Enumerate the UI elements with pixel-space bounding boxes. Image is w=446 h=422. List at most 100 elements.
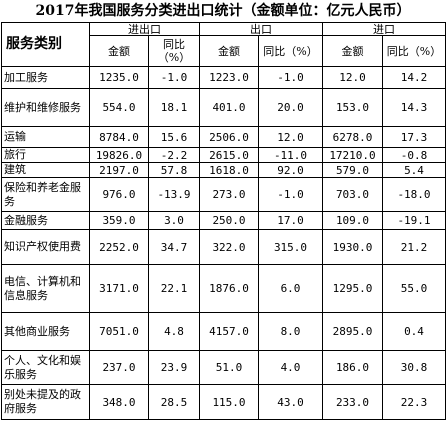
yoy-header: 同比（%） bbox=[382, 35, 446, 67]
yoy-cell: -19.1 bbox=[382, 211, 446, 230]
yoy-cell: 17.3 bbox=[382, 126, 446, 148]
yoy-header: 同比（%） bbox=[258, 35, 323, 67]
amount-cell: 12.0 bbox=[322, 66, 383, 89]
yoy-cell: 12.0 bbox=[258, 126, 323, 148]
amount-cell: 976.0 bbox=[89, 177, 149, 212]
amount-cell: 1223.0 bbox=[199, 66, 259, 89]
yoy-cell: 28.5 bbox=[148, 384, 200, 420]
yoy-cell: -11.0 bbox=[258, 147, 323, 163]
amount-cell: 19826.0 bbox=[89, 147, 149, 163]
amount-cell: 322.0 bbox=[199, 229, 259, 265]
amount-cell: 109.0 bbox=[322, 211, 383, 230]
table-body: 加工服务 1235.0 -1.0 1223.0 -1.0 12.0 14.2 维护和维修服务 5… bbox=[1, 66, 446, 420]
yoy-cell: 55.0 bbox=[382, 264, 446, 313]
amount-cell: 17210.0 bbox=[322, 147, 383, 163]
amount-cell: 2197.0 bbox=[89, 162, 149, 178]
yoy-cell: 6.0 bbox=[258, 264, 323, 313]
amount-cell: 237.0 bbox=[89, 350, 149, 385]
amount-cell: 1930.0 bbox=[322, 229, 383, 265]
table-row: 其他商业服务 7051.0 4.8 4157.0 8.0 2895.0 0.4 bbox=[1, 312, 446, 351]
amount-cell: 2252.0 bbox=[89, 229, 149, 265]
amount-cell: 233.0 bbox=[322, 384, 383, 420]
yoy-cell: -0.8 bbox=[382, 147, 446, 163]
yoy-cell: 14.2 bbox=[382, 66, 446, 89]
group-header-export: 出口 bbox=[199, 22, 323, 36]
header-row-groups: 服务类别 进出口 出口 进口 bbox=[1, 22, 446, 67]
yoy-cell: -2.2 bbox=[148, 147, 200, 163]
amount-cell: 1876.0 bbox=[199, 264, 259, 313]
amount-header: 金额 bbox=[89, 35, 149, 67]
yoy-cell: 8.0 bbox=[258, 312, 323, 351]
table-row: 别处未提及的政府服务 348.0 28.5 115.0 43.0 233.0 22.3 bbox=[1, 384, 446, 420]
amount-cell: 4157.0 bbox=[199, 312, 259, 351]
yoy-cell: 57.8 bbox=[148, 162, 200, 178]
yoy-cell: 3.0 bbox=[148, 211, 200, 230]
amount-cell: 51.0 bbox=[199, 350, 259, 385]
row-category: 金融服务 bbox=[1, 211, 90, 230]
header-row-columns: 金额 同比（%） 金额 同比（%） 金额 同比（%） bbox=[2, 35, 446, 67]
group-header-import: 进口 bbox=[322, 22, 446, 36]
category-header: 服务类别 bbox=[1, 22, 90, 67]
yoy-cell: 20.0 bbox=[258, 88, 323, 127]
yoy-cell: 15.6 bbox=[148, 126, 200, 148]
amount-cell: 554.0 bbox=[89, 88, 149, 127]
table-row: 知识产权使用费 2252.0 34.7 322.0 315.0 1930.0 21.2 bbox=[1, 229, 446, 265]
yoy-cell: 17.0 bbox=[258, 211, 323, 230]
amount-cell: 1235.0 bbox=[89, 66, 149, 89]
yoy-cell: 0.4 bbox=[382, 312, 446, 351]
yoy-cell: 92.0 bbox=[258, 162, 323, 178]
table-row: 保险和养老金服务 976.0 -13.9 273.0 -1.0 703.0 -18.0 bbox=[1, 177, 446, 212]
row-category: 别处未提及的政府服务 bbox=[1, 384, 90, 420]
row-category: 加工服务 bbox=[1, 66, 90, 89]
amount-cell: 1618.0 bbox=[199, 162, 259, 178]
yoy-cell: 23.9 bbox=[148, 350, 200, 385]
table-row: 个人、文化和娱乐服务 237.0 23.9 51.0 4.0 186.0 30.8 bbox=[1, 350, 446, 385]
amount-header: 金额 bbox=[322, 35, 383, 67]
yoy-cell: -1.0 bbox=[258, 177, 323, 212]
amount-cell: 8784.0 bbox=[89, 126, 149, 148]
amount-cell: 250.0 bbox=[199, 211, 259, 230]
row-category: 其他商业服务 bbox=[1, 312, 90, 351]
table-row: 电信、计算机和信息服务 3171.0 22.1 1876.0 6.0 1295.0 55.0 bbox=[1, 264, 446, 313]
yoy-cell: 22.3 bbox=[382, 384, 446, 420]
amount-cell: 115.0 bbox=[199, 384, 259, 420]
yoy-cell: 4.0 bbox=[258, 350, 323, 385]
table-row: 运输 8784.0 15.6 2506.0 12.0 6278.0 17.3 bbox=[1, 126, 446, 148]
amount-cell: 401.0 bbox=[199, 88, 259, 127]
amount-cell: 6278.0 bbox=[322, 126, 383, 148]
table-row: 金融服务 359.0 3.0 250.0 17.0 109.0 -19.1 bbox=[1, 211, 446, 230]
row-category: 维护和维修服务 bbox=[1, 88, 90, 127]
yoy-cell: -1.0 bbox=[148, 66, 200, 89]
row-category: 运输 bbox=[1, 126, 90, 148]
yoy-cell: 30.8 bbox=[382, 350, 446, 385]
amount-cell: 2895.0 bbox=[322, 312, 383, 351]
yoy-cell: -1.0 bbox=[258, 66, 323, 89]
amount-cell: 579.0 bbox=[322, 162, 383, 178]
yoy-cell: 18.1 bbox=[148, 88, 200, 127]
table-row: 加工服务 1235.0 -1.0 1223.0 -1.0 12.0 14.2 bbox=[1, 66, 446, 89]
amount-cell: 359.0 bbox=[89, 211, 149, 230]
amount-cell: 3171.0 bbox=[89, 264, 149, 313]
yoy-cell: 43.0 bbox=[258, 384, 323, 420]
yoy-cell: 4.8 bbox=[148, 312, 200, 351]
amount-cell: 273.0 bbox=[199, 177, 259, 212]
amount-cell: 348.0 bbox=[89, 384, 149, 420]
row-category: 个人、文化和娱乐服务 bbox=[1, 350, 90, 385]
trade-table: 服务类别 进出口 出口 进口 金额 同比（%） 金额 同比（%） 金额 同比（%… bbox=[1, 22, 446, 420]
table-row: 维护和维修服务 554.0 18.1 401.0 20.0 153.0 14.3 bbox=[1, 88, 446, 127]
table-title: 2017年我国服务分类进出口统计（金额单位：亿元人民币） bbox=[35, 3, 411, 19]
table-row: 旅行 19826.0 -2.2 2615.0 -11.0 17210.0 -0.8 bbox=[1, 147, 446, 163]
yoy-cell: 22.1 bbox=[148, 264, 200, 313]
amount-cell: 153.0 bbox=[322, 88, 383, 127]
yoy-cell: 34.7 bbox=[148, 229, 200, 265]
yoy-cell: -13.9 bbox=[148, 177, 200, 212]
yoy-cell: 315.0 bbox=[258, 229, 323, 265]
row-category: 旅行 bbox=[1, 147, 90, 163]
yoy-cell: -18.0 bbox=[382, 177, 446, 212]
amount-header: 金额 bbox=[199, 35, 259, 67]
table-row: 建筑 2197.0 57.8 1618.0 92.0 579.0 5.4 bbox=[1, 162, 446, 178]
amount-cell: 703.0 bbox=[322, 177, 383, 212]
row-category: 建筑 bbox=[1, 162, 90, 178]
yoy-cell: 14.3 bbox=[382, 88, 446, 127]
yoy-cell: 5.4 bbox=[382, 162, 446, 178]
